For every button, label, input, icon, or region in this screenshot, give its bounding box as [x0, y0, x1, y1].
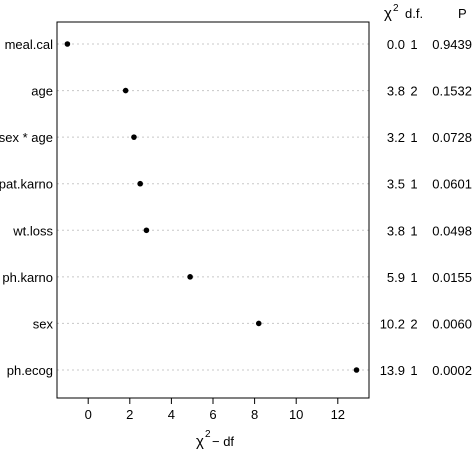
- x-tick-label: 0: [85, 407, 92, 422]
- header-chi-sup: 2: [393, 3, 399, 14]
- df-value: 1: [410, 363, 417, 378]
- chi2-value: 10.2: [380, 316, 405, 331]
- df-value: 1: [410, 223, 417, 238]
- x-tick-label: 2: [126, 407, 133, 422]
- chi2-value: 3.5: [387, 177, 405, 192]
- row-label: pat.karno: [0, 177, 53, 192]
- row-label: wt.loss: [12, 223, 53, 238]
- x-axis-title: χ 2 − df: [196, 429, 234, 450]
- chi2-value: 13.9: [380, 363, 405, 378]
- row-label: meal.cal: [5, 37, 54, 52]
- p-value: 0.0498: [432, 223, 472, 238]
- x-axis-title-rest: − df: [212, 434, 234, 449]
- row-label: age: [31, 84, 53, 99]
- data-point: [64, 41, 71, 47]
- stats-columns: 0.0 1 0.9439 3.8 2 0.1532 3.2 1 0.0728 3.5 1 0.0601…: [380, 37, 472, 378]
- p-value: 0.0060: [432, 316, 472, 331]
- x-tick-label: 10: [289, 407, 303, 422]
- chi2-value: 3.8: [387, 223, 405, 238]
- chi2-value: 3.8: [387, 84, 405, 99]
- x-axis-title-chi: χ: [196, 433, 204, 450]
- data-point: [255, 320, 262, 327]
- data-point: [122, 87, 129, 94]
- data-point: [143, 227, 150, 234]
- data-point: [137, 180, 143, 187]
- x-tick-label: 8: [251, 407, 258, 422]
- header-p: P: [458, 6, 467, 21]
- data-point: [131, 134, 137, 140]
- p-value: 0.9439: [432, 37, 472, 52]
- row-label: ph.ecog: [7, 363, 53, 378]
- stats-header: χ 2 d.f. P: [384, 3, 467, 22]
- row-labels: meal.cal age sex * age pat.karno wt.loss ph.k…: [0, 37, 53, 378]
- x-axis-title-sup: 2: [205, 429, 211, 440]
- df-value: 2: [410, 84, 417, 99]
- x-axis: 0 2 4 6 8 10 12: [85, 398, 345, 422]
- chi2-value: 0.0: [387, 37, 405, 52]
- x-tick-label: 6: [209, 407, 216, 422]
- data-point: [353, 367, 360, 373]
- p-value: 0.0601: [432, 177, 472, 192]
- chi2-value: 5.9: [387, 270, 405, 285]
- p-value: 0.1532: [432, 84, 472, 99]
- grid-layer: [57, 43, 369, 371]
- plot-frame: [56, 21, 370, 399]
- row-label: ph.karno: [2, 270, 53, 285]
- row-label: sex * age: [0, 130, 53, 145]
- df-value: 1: [410, 177, 417, 192]
- header-df: d.f.: [405, 6, 423, 21]
- x-tick-label: 4: [168, 407, 175, 422]
- df-value: 1: [410, 130, 417, 145]
- p-value: 0.0728: [432, 130, 472, 145]
- p-value: 0.0002: [432, 363, 472, 378]
- df-value: 2: [410, 316, 417, 331]
- chi2-value: 3.2: [387, 130, 405, 145]
- df-value: 1: [410, 270, 417, 285]
- p-value: 0.0155: [432, 270, 472, 285]
- row-label: sex: [33, 316, 54, 331]
- points-layer: [64, 41, 360, 373]
- header-chi: χ: [384, 5, 392, 22]
- data-point: [187, 274, 193, 280]
- df-value: 1: [410, 37, 417, 52]
- x-tick-label: 12: [331, 407, 345, 422]
